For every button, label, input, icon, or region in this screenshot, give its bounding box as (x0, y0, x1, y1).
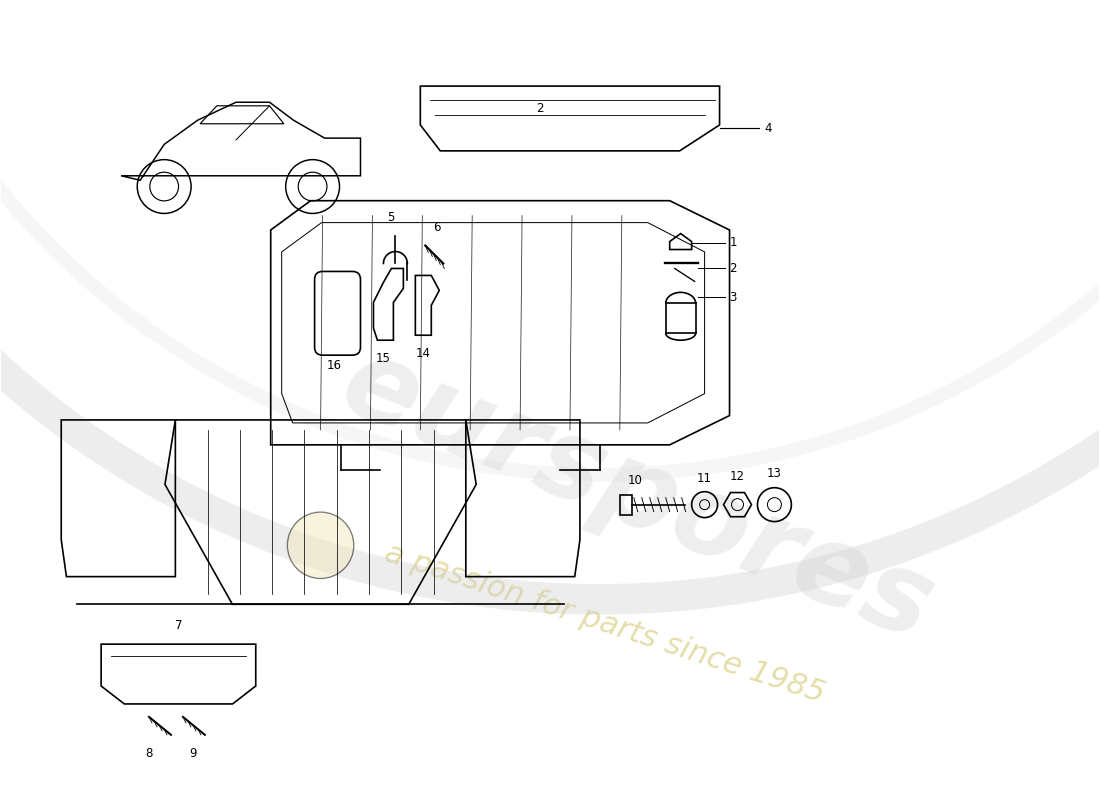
Text: eurspores: eurspores (327, 329, 948, 663)
Text: 14: 14 (416, 347, 431, 360)
Text: 2: 2 (537, 102, 543, 115)
Text: 4: 4 (764, 122, 772, 134)
Text: 1: 1 (729, 236, 737, 249)
Circle shape (287, 512, 354, 578)
Text: 16: 16 (327, 359, 342, 372)
Text: 3: 3 (729, 291, 737, 304)
Text: 15: 15 (376, 352, 390, 365)
Text: 2: 2 (729, 262, 737, 275)
Text: 11: 11 (697, 472, 712, 485)
Text: 8: 8 (145, 746, 153, 760)
Text: 13: 13 (767, 466, 782, 480)
Text: 9: 9 (189, 746, 197, 760)
Text: 7: 7 (175, 619, 183, 632)
Text: 5: 5 (387, 210, 394, 224)
Text: a passion for parts since 1985: a passion for parts since 1985 (382, 538, 828, 708)
Text: 6: 6 (433, 221, 441, 234)
Text: 10: 10 (627, 474, 642, 486)
Text: 12: 12 (730, 470, 745, 482)
